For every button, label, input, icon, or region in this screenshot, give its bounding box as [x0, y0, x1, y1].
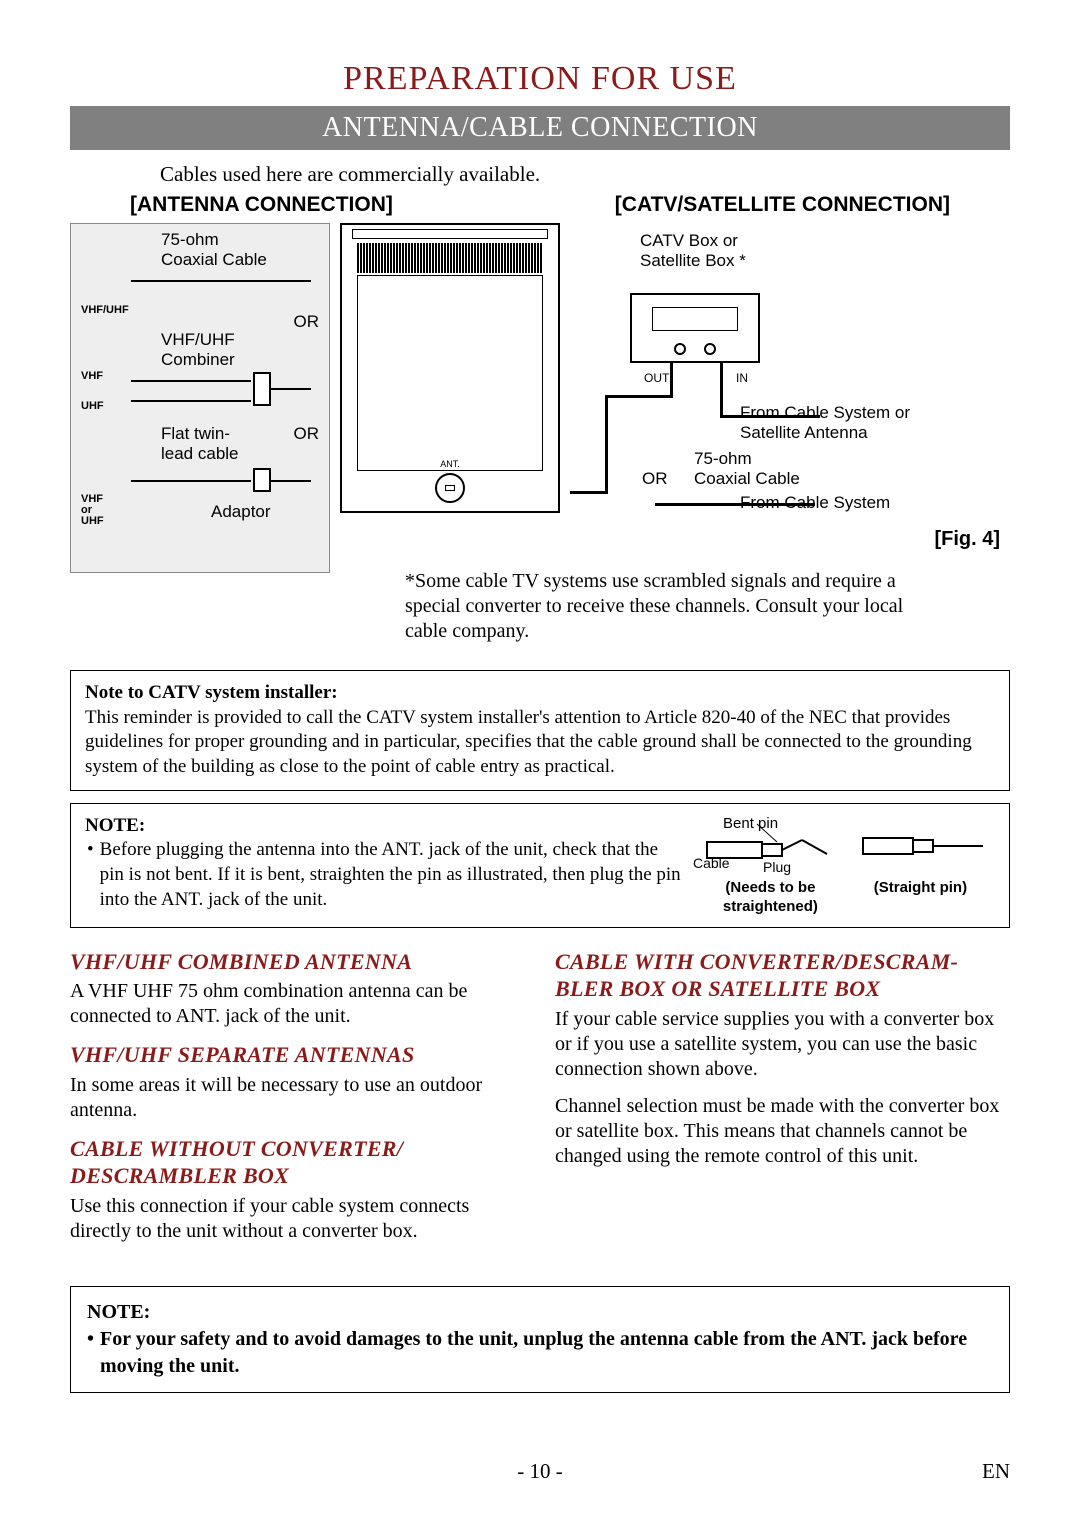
out-label: OUT [644, 371, 669, 385]
uhf-small: UHF [81, 400, 104, 412]
in-wire [720, 363, 723, 418]
section-banner: ANTENNA/CABLE CONNECTION [70, 106, 1010, 150]
right-column: CABLE WITH CONVERTER/DESCRAM- BLER BOX O… [555, 948, 1010, 1256]
antenna-diagram: 75-ohm Coaxial Cable VHF/UHF OR VHF/UHF … [70, 223, 330, 573]
left-column: VHF/UHF COMBINED ANTENNA A VHF UHF 75 oh… [70, 948, 525, 1256]
diagram-area: 75-ohm Coaxial Cable VHF/UHF OR VHF/UHF … [70, 223, 1010, 573]
pin-illustration: Bent pin Cable Plug [695, 814, 995, 917]
or2-label: OR [294, 424, 320, 444]
body-columns: VHF/UHF COMBINED ANTENNA A VHF UHF 75 oh… [70, 948, 1010, 1256]
or1-label: OR [294, 312, 320, 332]
tv-diagram: ANT. [340, 223, 560, 513]
safety-note-heading: NOTE: [87, 1299, 993, 1326]
page-footer: - 10 - EN [70, 1459, 1010, 1484]
uhf-line [131, 400, 251, 402]
adaptor-out-line [271, 480, 311, 482]
pin-note-body: Before plugging the antenna into the ANT… [100, 838, 683, 912]
section1-body: A VHF UHF 75 ohm combination antenna can… [70, 979, 525, 1029]
catv-box-label: CATV Box or Satellite Box * [640, 231, 746, 270]
straight-pin-icon [851, 814, 995, 874]
pin-note: NOTE: •Before plugging the antenna into … [70, 803, 1010, 928]
tv-body-icon [357, 275, 543, 471]
combiner-label: VHF/UHF Combiner [161, 330, 235, 369]
section2-body: In some areas it will be necessary to us… [70, 1073, 525, 1123]
combiner-box-icon [253, 372, 271, 406]
section3-title: CABLE WITHOUT CONVERTER/ DESCRAMBLER BOX [70, 1135, 525, 1190]
installer-note-heading: Note to CATV system installer: [85, 681, 995, 706]
ant-jack-icon [435, 473, 465, 503]
catv-connection-label: [CATV/SATELLITE CONNECTION] [615, 193, 950, 217]
cable-label: Cable [693, 854, 730, 872]
section4-body2: Channel selection must be made with the … [555, 1094, 1010, 1169]
adaptor-box-icon [253, 468, 271, 492]
catv-diagram: CATV Box or Satellite Box * OUT IN From … [570, 223, 1010, 573]
vhf-line [131, 380, 251, 382]
installer-note-body: This reminder is provided to call the CA… [85, 706, 995, 780]
page-title: PREPARATION FOR USE [70, 60, 1010, 98]
needs-straighten-caption: (Needs to be straightened) [723, 878, 818, 917]
section2-title: VHF/UHF SEPARATE ANTENNAS [70, 1041, 525, 1069]
out-vert [605, 395, 608, 493]
section4-body1: If your cable service supplies you with … [555, 1007, 1010, 1082]
section1-title: VHF/UHF COMBINED ANTENNA [70, 948, 525, 976]
intro-text: Cables used here are commercially availa… [160, 162, 1010, 187]
page-number: - 10 - [517, 1459, 563, 1484]
out-wire [670, 363, 673, 398]
antenna-connection-label: [ANTENNA CONNECTION] [130, 193, 393, 217]
out-horiz [605, 395, 673, 398]
tv-grille-icon [357, 243, 543, 273]
vhf-small: VHF [81, 370, 103, 382]
catv-box-icon [630, 293, 760, 363]
scrambled-note: *Some cable TV systems use scrambled sig… [405, 569, 920, 644]
section4-title: CABLE WITH CONVERTER/DESCRAM- BLER BOX O… [555, 948, 1010, 1003]
coax-line [131, 280, 311, 282]
straight-pin-caption: (Straight pin) [874, 878, 967, 917]
pin-note-heading: NOTE: [85, 814, 683, 839]
catv-installer-note: Note to CATV system installer: This remi… [70, 670, 1010, 791]
out-to-tv [570, 491, 608, 494]
safety-note: NOTE: •For your safety and to avoid dama… [70, 1286, 1010, 1393]
vhf-or-uhf-small: VHF or UHF [81, 494, 104, 527]
in-label: IN [736, 371, 748, 385]
75ohm-label: 75-ohm Coaxial Cable [694, 449, 800, 488]
connection-headers: [ANTENNA CONNECTION] [CATV/SATELLITE CON… [130, 193, 950, 217]
language-code: EN [982, 1459, 1010, 1484]
flat-line [131, 480, 251, 482]
safety-note-body: For your safety and to avoid damages to … [100, 1326, 993, 1380]
plug-label: Plug [763, 858, 791, 876]
flat-label: Flat twin- lead cable [161, 424, 239, 463]
from-sat-label: From Cable System or Satellite Antenna [740, 403, 910, 442]
bent-pin-icon: Cable Plug [695, 814, 839, 874]
from-cable-label: From Cable System [740, 493, 890, 513]
vhfuhf-small: VHF/UHF [81, 304, 129, 316]
figure-label: [Fig. 4] [934, 528, 1000, 551]
ant-jack-label: ANT. [440, 459, 460, 469]
adaptor-label: Adaptor [211, 502, 271, 522]
tv-top-icon [352, 229, 548, 239]
combiner-out-line [271, 388, 311, 390]
coax-label: 75-ohm Coaxial Cable [161, 230, 267, 269]
section3-body: Use this connection if your cable system… [70, 1194, 525, 1244]
or-label: OR [642, 469, 668, 489]
